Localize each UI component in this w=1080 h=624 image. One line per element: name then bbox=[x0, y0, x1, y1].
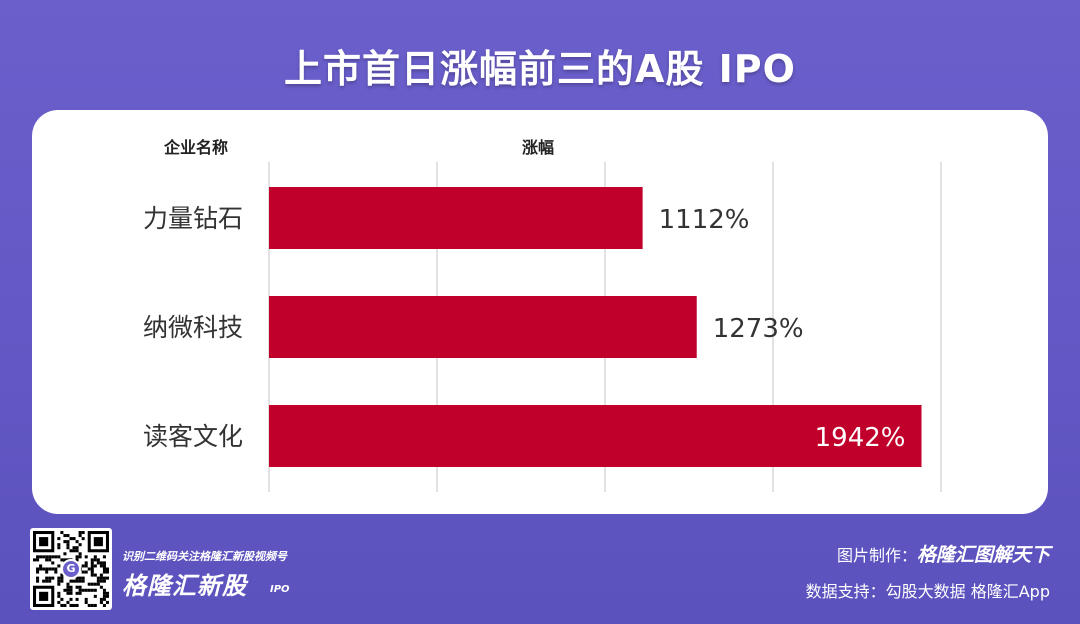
image-credit: 图片制作：格隆汇图解天下 bbox=[837, 540, 1050, 567]
company-column-header: 企业名称 bbox=[164, 138, 229, 157]
value-label-3: 1942% bbox=[815, 423, 906, 453]
qr-code[interactable]: G bbox=[30, 528, 112, 610]
bar-2 bbox=[269, 296, 697, 358]
qr-badge-icon: G bbox=[61, 559, 81, 579]
scan-prompt: 识别二维码关注格隆汇新股视频号 bbox=[122, 550, 287, 563]
brand-logo-suffix: IPO bbox=[270, 584, 290, 595]
category-label-2: 纳微科技 bbox=[143, 313, 243, 342]
image-credit-label: 图片制作： bbox=[836, 546, 917, 565]
chart-title: 上市首日涨幅前三的A股 IPO bbox=[284, 47, 796, 91]
category-label-1: 力量钻石 bbox=[143, 204, 243, 233]
image-credit-brand: 格隆汇图解天下 bbox=[916, 544, 1050, 566]
bar-1 bbox=[269, 187, 643, 249]
data-credit: 数据支持：勾股大数据 格隆汇App bbox=[805, 582, 1050, 601]
qr-pattern-icon bbox=[33, 531, 109, 607]
footer-brand-block: G 识别二维码关注格隆汇新股视频号 格隆汇新股 IPO bbox=[30, 528, 330, 612]
brand-logo: 格隆汇新股 bbox=[122, 572, 247, 600]
value-label-1: 1112% bbox=[659, 205, 750, 235]
gain-column-header: 涨幅 bbox=[522, 138, 555, 157]
category-label-3: 读客文化 bbox=[143, 422, 243, 451]
value-label-2: 1273% bbox=[713, 314, 804, 344]
bar-3 bbox=[269, 405, 922, 467]
